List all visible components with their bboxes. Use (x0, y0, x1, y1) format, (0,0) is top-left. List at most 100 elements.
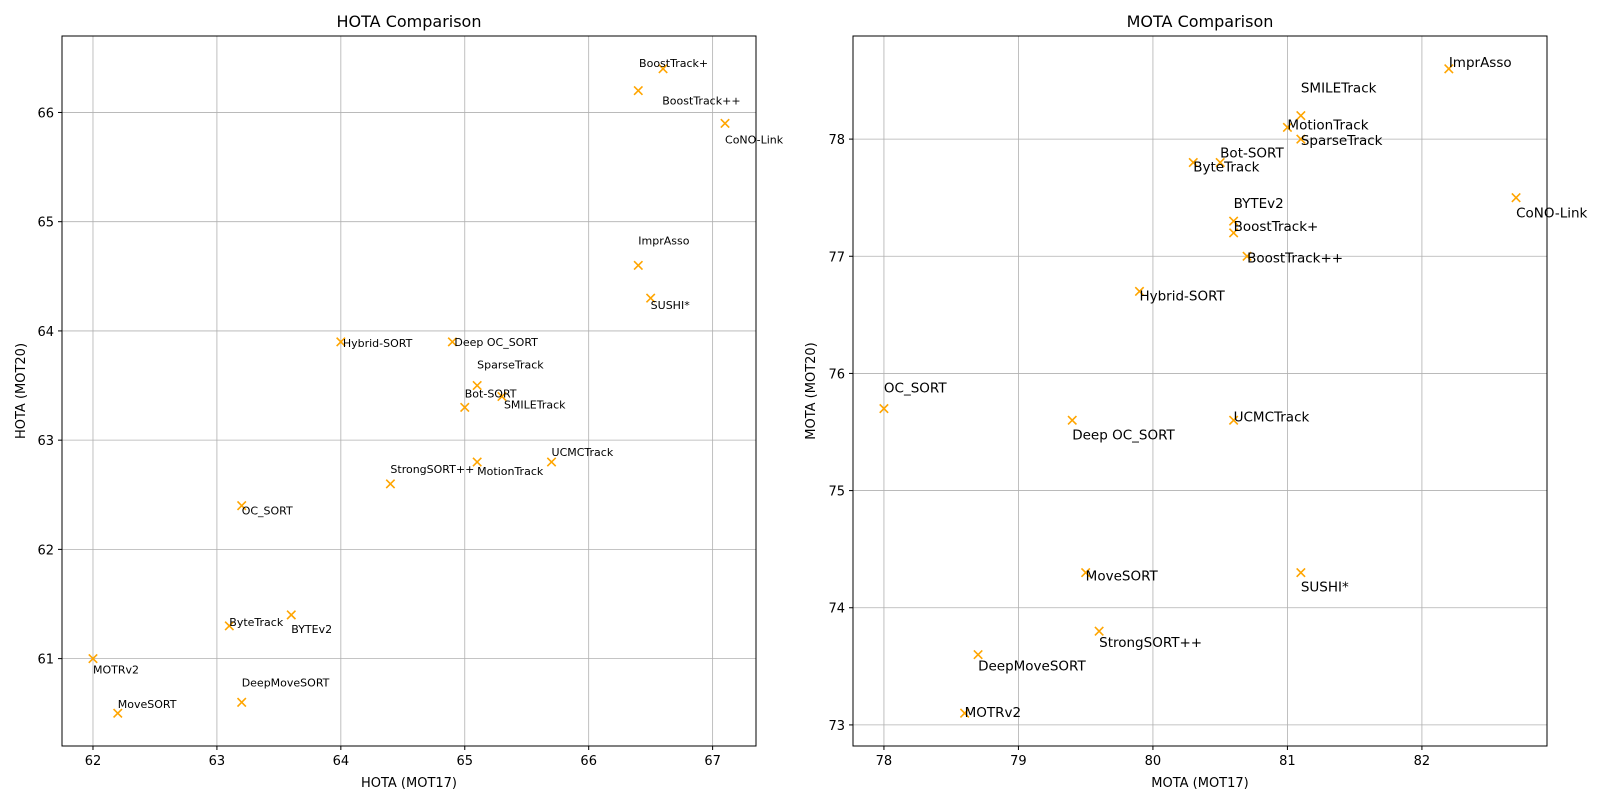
mota-point-motrv2 (959, 708, 970, 718)
hota-point-boosttrack (658, 64, 668, 74)
mota-point-sparsetrack (1296, 134, 1306, 144)
hota-marker-stroke (286, 610, 297, 620)
hota-point-ucmctrack (546, 457, 557, 467)
hota-label-bot-sort: Bot-SORT (465, 387, 517, 400)
mota-label-ucmctrack: UCMCTrack (1234, 409, 1310, 425)
mota-point-sushi (1296, 567, 1306, 578)
hota-point-oc-sort (236, 500, 247, 511)
mota-marker-stroke (879, 403, 889, 414)
hota-point-movesort (113, 708, 123, 718)
hota-point-cono-link (720, 118, 730, 129)
hota-point-motiontrack (472, 457, 482, 467)
mota-label-sushi: SUSHI* (1301, 580, 1349, 596)
hota-marker-stroke (633, 260, 644, 271)
mota-label-deep-oc-sort: Deep OC_SORT (1072, 427, 1175, 443)
hota-label-bytetrack: ByteTrack (229, 616, 284, 629)
mota-point-deep-oc-sort (1067, 415, 1077, 426)
hota-y-tick-label: 63 (37, 434, 54, 449)
mota-y-axis-label: MOTA (MOT20) (804, 342, 819, 439)
mota-label-smiletrack: SMILETrack (1301, 81, 1377, 97)
mota-marker-stroke (1228, 415, 1239, 426)
mota-marker-stroke (1296, 567, 1306, 578)
hota-marker-stroke (645, 293, 656, 303)
hota-marker-stroke (236, 500, 247, 511)
mota-point-boosttrack (1228, 228, 1239, 238)
mota-marker-stroke (1511, 192, 1521, 203)
hota-x-tick-label: 67 (704, 754, 721, 769)
hota-label-cono-link: CoNO-Link (725, 133, 784, 146)
mota-point-boosttrack (1242, 251, 1252, 262)
mota-label-motiontrack: MotionTrack (1287, 117, 1368, 133)
hota-label-motiontrack: MotionTrack (477, 465, 544, 478)
mota-marker-stroke (973, 649, 983, 660)
hota-y-tick-label: 64 (37, 325, 54, 340)
hota-y-tick-label: 66 (37, 106, 54, 121)
mota-marker-stroke (1228, 228, 1239, 238)
hota-y-tick-label: 62 (37, 543, 54, 558)
mota-plot-frame (852, 35, 1548, 747)
mota-point-imprasso (1444, 64, 1454, 74)
hota-marker-stroke (497, 391, 507, 402)
hota-point-bytetrack (224, 621, 235, 631)
hota-marker-stroke (336, 337, 346, 347)
hota-marker-stroke (113, 708, 123, 718)
mota-point-hybrid-sort (1134, 286, 1145, 297)
hota-point-bytev2 (286, 610, 297, 620)
hota-marker-stroke (447, 337, 458, 347)
mota-label-imprasso: ImprAsso (1449, 55, 1512, 71)
hota-label-sparsetrack: SparseTrack (477, 359, 544, 372)
mota-label-boosttrack: BoostTrack++ (1247, 250, 1343, 266)
mota-point-cono-link (1511, 192, 1521, 203)
mota-label-bytev2: BYTEv2 (1234, 196, 1284, 212)
mota-chart-title: MOTA Comparison (1127, 12, 1274, 31)
hota-comparison-chart: BoostTrack+ BoostTrack++ CoNO-Link ImprAsso… (14, 12, 784, 791)
mota-x-tick-label: 82 (1414, 754, 1431, 769)
hota-label-smiletrack: SMILETrack (504, 398, 566, 411)
hota-marker-stroke (633, 85, 644, 96)
hota-label-boosttrack: BoostTrack++ (662, 95, 740, 108)
mota-point-deepmovesort (973, 649, 983, 660)
hota-marker-stroke (460, 402, 470, 413)
hota-y-tick-label: 65 (37, 216, 54, 231)
mota-x-tick-label: 80 (1145, 754, 1162, 769)
hota-point-motrv2 (88, 653, 98, 664)
mota-y-tick-label: 73 (828, 719, 845, 734)
mota-point-ucmctrack (1228, 415, 1239, 426)
mota-x-axis-label: MOTA (MOT17) (1151, 776, 1248, 791)
hota-marker-stroke (224, 621, 235, 631)
mota-marker-stroke (1215, 157, 1225, 168)
mota-label-oc-sort: OC_SORT (884, 381, 947, 397)
mota-label-deepmovesort: DeepMoveSORT (978, 659, 1086, 675)
mota-point-smiletrack (1296, 110, 1306, 121)
mota-y-tick-label: 77 (828, 250, 845, 265)
hota-chart-title: HOTA Comparison (337, 12, 482, 31)
hota-label-movesort: MoveSORT (118, 698, 177, 711)
mota-y-tick-label: 78 (828, 133, 845, 148)
mota-y-tick-label: 75 (828, 485, 845, 500)
hota-point-deep-oc-sort (447, 337, 458, 347)
mota-point-bytetrack (1188, 157, 1199, 168)
mota-marker-stroke (1282, 122, 1293, 133)
hota-x-tick-label: 66 (580, 754, 597, 769)
mota-marker-stroke (1134, 286, 1145, 297)
mota-label-bot-sort: Bot-SORT (1220, 146, 1284, 162)
hota-point-hybrid-sort (336, 337, 346, 347)
mota-marker-stroke (1296, 110, 1306, 121)
mota-marker-stroke (1094, 626, 1104, 636)
mota-label-sparsetrack: SparseTrack (1301, 133, 1383, 149)
hota-point-sparsetrack (472, 380, 482, 391)
hota-point-smiletrack (497, 391, 507, 402)
mota-label-hybrid-sort: Hybrid-SORT (1139, 288, 1225, 304)
mota-marker-stroke (1444, 64, 1454, 74)
hota-marker-stroke (385, 479, 396, 489)
hota-x-tick-label: 62 (85, 754, 102, 769)
mota-marker-stroke (1228, 216, 1239, 226)
mota-marker-stroke (1080, 567, 1091, 578)
mota-point-strongsort (1094, 626, 1104, 636)
mota-marker-stroke (1067, 415, 1077, 426)
hota-y-tick-label: 61 (37, 653, 54, 668)
mota-point-movesort (1080, 567, 1091, 578)
mota-point-motiontrack (1282, 122, 1293, 133)
hota-label-bytev2: BYTEv2 (291, 623, 332, 636)
